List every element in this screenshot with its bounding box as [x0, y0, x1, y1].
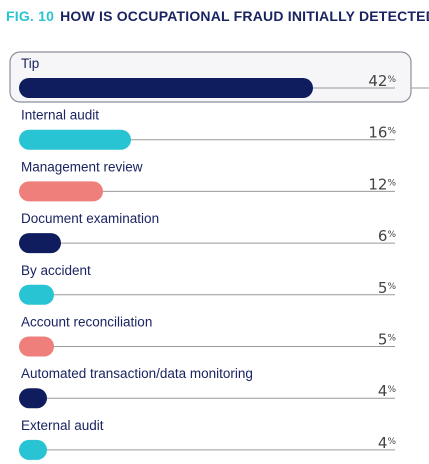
- category-label: Automated transaction/data monitoring: [21, 366, 253, 381]
- bar: [19, 336, 54, 357]
- bar: [19, 181, 103, 202]
- data-label: 6%: [378, 227, 397, 245]
- data-label: 4%: [378, 382, 397, 400]
- figure-question: HOW IS OCCUPATIONAL FRAUD INITIALLY DETE…: [60, 8, 429, 24]
- category-label: Document examination: [21, 211, 159, 226]
- figure-number: FIG. 10: [6, 8, 55, 24]
- category-label: Tip: [21, 56, 39, 71]
- bar: [19, 129, 131, 150]
- category-label: Internal audit: [21, 108, 99, 123]
- category-label: Management review: [21, 159, 143, 174]
- data-label: 12%: [368, 175, 396, 193]
- data-label: 16%: [368, 124, 396, 142]
- data-label: 4%: [378, 434, 397, 452]
- bar: [19, 439, 47, 460]
- bar: [19, 78, 313, 98]
- category-label: External audit: [21, 418, 104, 433]
- category-label: By accident: [21, 263, 91, 278]
- bar: [19, 388, 47, 409]
- bar: [19, 233, 61, 254]
- bar: [19, 284, 54, 305]
- data-label: 42%: [368, 72, 396, 90]
- category-label: Account reconciliation: [21, 315, 152, 330]
- figure-title: FIG. 10 HOW IS OCCUPATIONAL FRAUD INITIAL…: [6, 8, 429, 24]
- data-label: 5%: [378, 279, 397, 297]
- data-label: 5%: [378, 331, 397, 349]
